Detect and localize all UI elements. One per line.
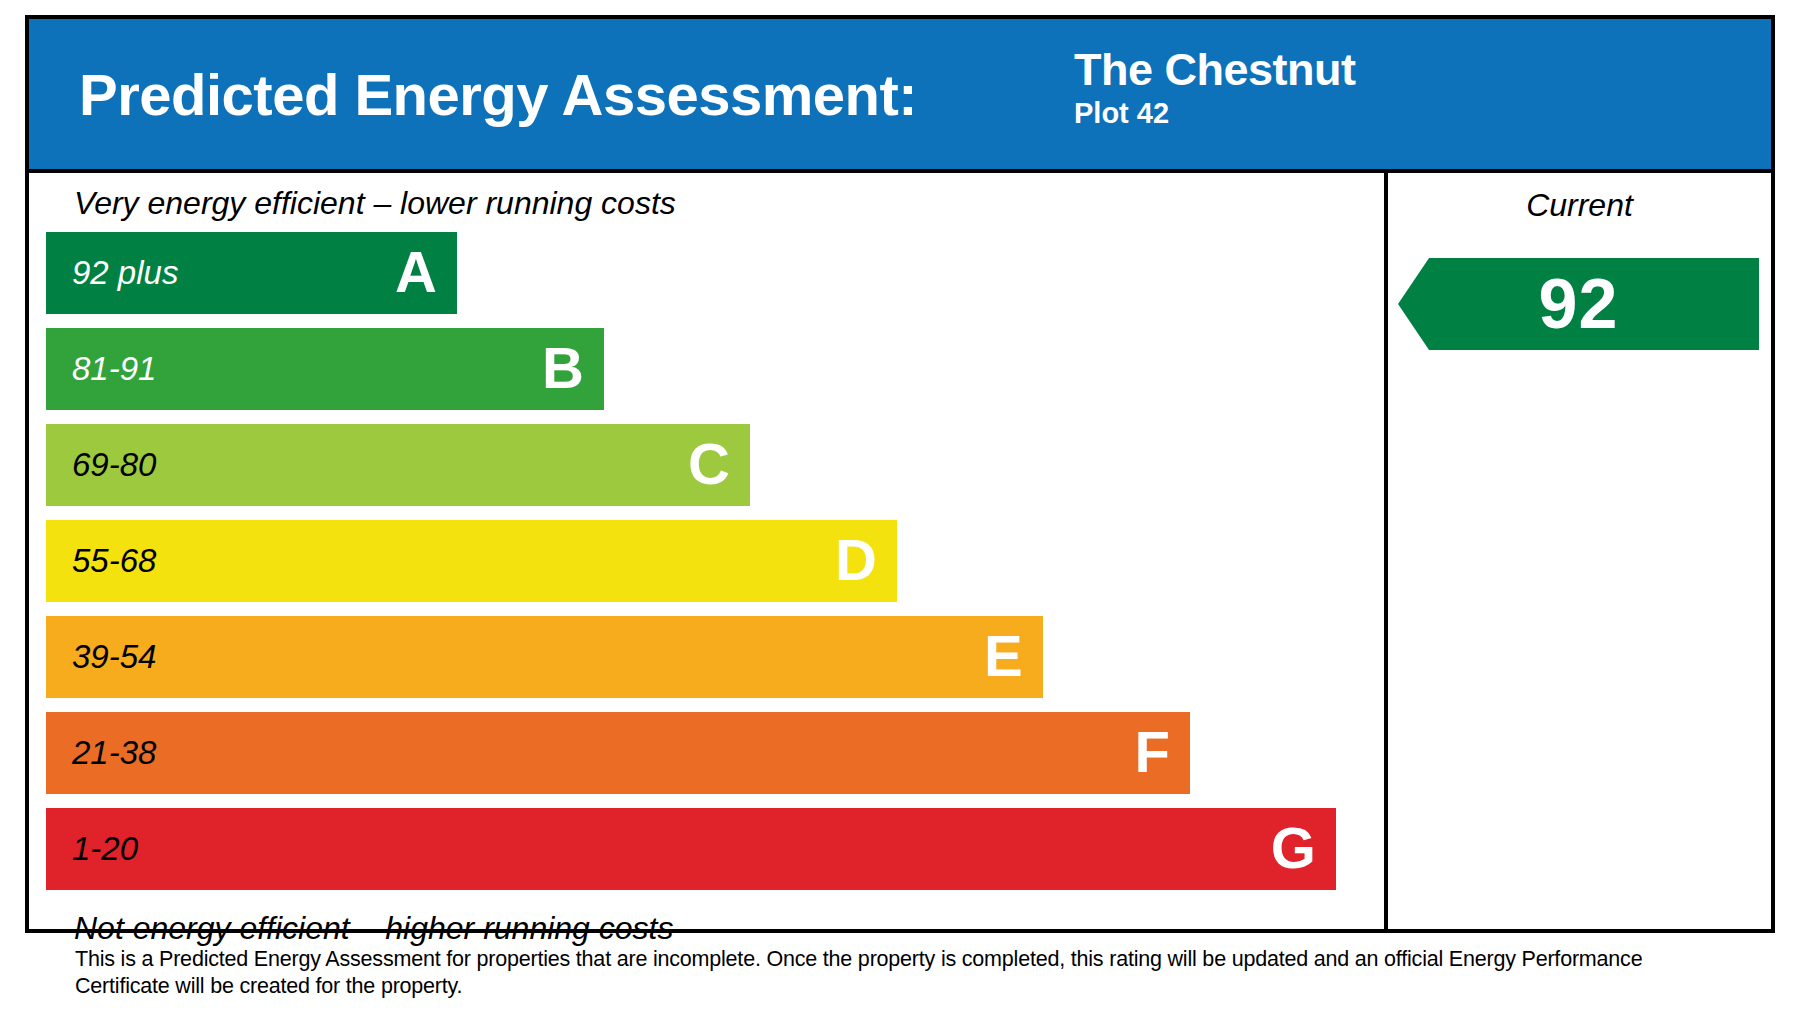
property-name: The Chestnut	[1074, 45, 1356, 95]
band-range-label: 1-20	[72, 830, 138, 868]
band-bar-a: 92 plus A	[46, 232, 457, 314]
plot-number: Plot 42	[1074, 95, 1356, 131]
epc-bands: 92 plus A 81-91 B 69-80 C 55-68 D 39-54 E 21-38 F 1-…	[29, 232, 1384, 904]
current-column: Current 92	[1388, 173, 1771, 929]
page-title: Predicted Energy Assessment:	[29, 61, 917, 128]
current-label: Current	[1388, 187, 1771, 224]
rating-chart: Very energy efficient – lower running co…	[29, 173, 1388, 929]
band-letter: G	[1271, 814, 1316, 881]
band-bar-f: 21-38 F	[46, 712, 1190, 794]
band-bar-e: 39-54 E	[46, 616, 1043, 698]
band-letter: F	[1135, 718, 1170, 785]
band-range-label: 21-38	[72, 734, 156, 772]
epc-band-e: 39-54 E	[46, 616, 1384, 698]
epc-frame: Predicted Energy Assessment: The Chestnu…	[25, 15, 1775, 933]
epc-band-d: 55-68 D	[46, 520, 1384, 602]
epc-band-b: 81-91 B	[46, 328, 1384, 410]
footer-line-2: Certificate will be created for the prop…	[75, 973, 1740, 1000]
band-range-label: 69-80	[72, 446, 156, 484]
epc-band-f: 21-38 F	[46, 712, 1384, 794]
band-letter: B	[542, 334, 584, 401]
top-caption: Very energy efficient – lower running co…	[29, 173, 1384, 232]
band-letter: C	[688, 430, 730, 497]
band-letter: E	[984, 622, 1023, 689]
property-block: The Chestnut Plot 42	[1074, 45, 1356, 131]
band-letter: D	[835, 526, 877, 593]
footer-line-1: This is a Predicted Energy Assessment fo…	[75, 946, 1740, 973]
bottom-caption: Not energy efficient – higher running co…	[29, 904, 1384, 947]
epc-band-g: 1-20 G	[46, 808, 1384, 890]
band-letter: A	[395, 238, 437, 305]
band-range-label: 92 plus	[72, 254, 178, 292]
band-range-label: 39-54	[72, 638, 156, 676]
band-bar-b: 81-91 B	[46, 328, 604, 410]
band-bar-g: 1-20 G	[46, 808, 1336, 890]
current-rating-arrow: 92	[1398, 258, 1759, 350]
band-range-label: 81-91	[72, 350, 156, 388]
footer-note: This is a Predicted Energy Assessment fo…	[75, 946, 1740, 1000]
band-bar-c: 69-80 C	[46, 424, 750, 506]
band-bar-d: 55-68 D	[46, 520, 897, 602]
band-range-label: 55-68	[72, 542, 156, 580]
epc-band-a: 92 plus A	[46, 232, 1384, 314]
chart-body: Very energy efficient – lower running co…	[29, 173, 1771, 929]
header: Predicted Energy Assessment: The Chestnu…	[29, 19, 1771, 173]
epc-band-c: 69-80 C	[46, 424, 1384, 506]
current-rating-value: 92	[1539, 264, 1619, 344]
